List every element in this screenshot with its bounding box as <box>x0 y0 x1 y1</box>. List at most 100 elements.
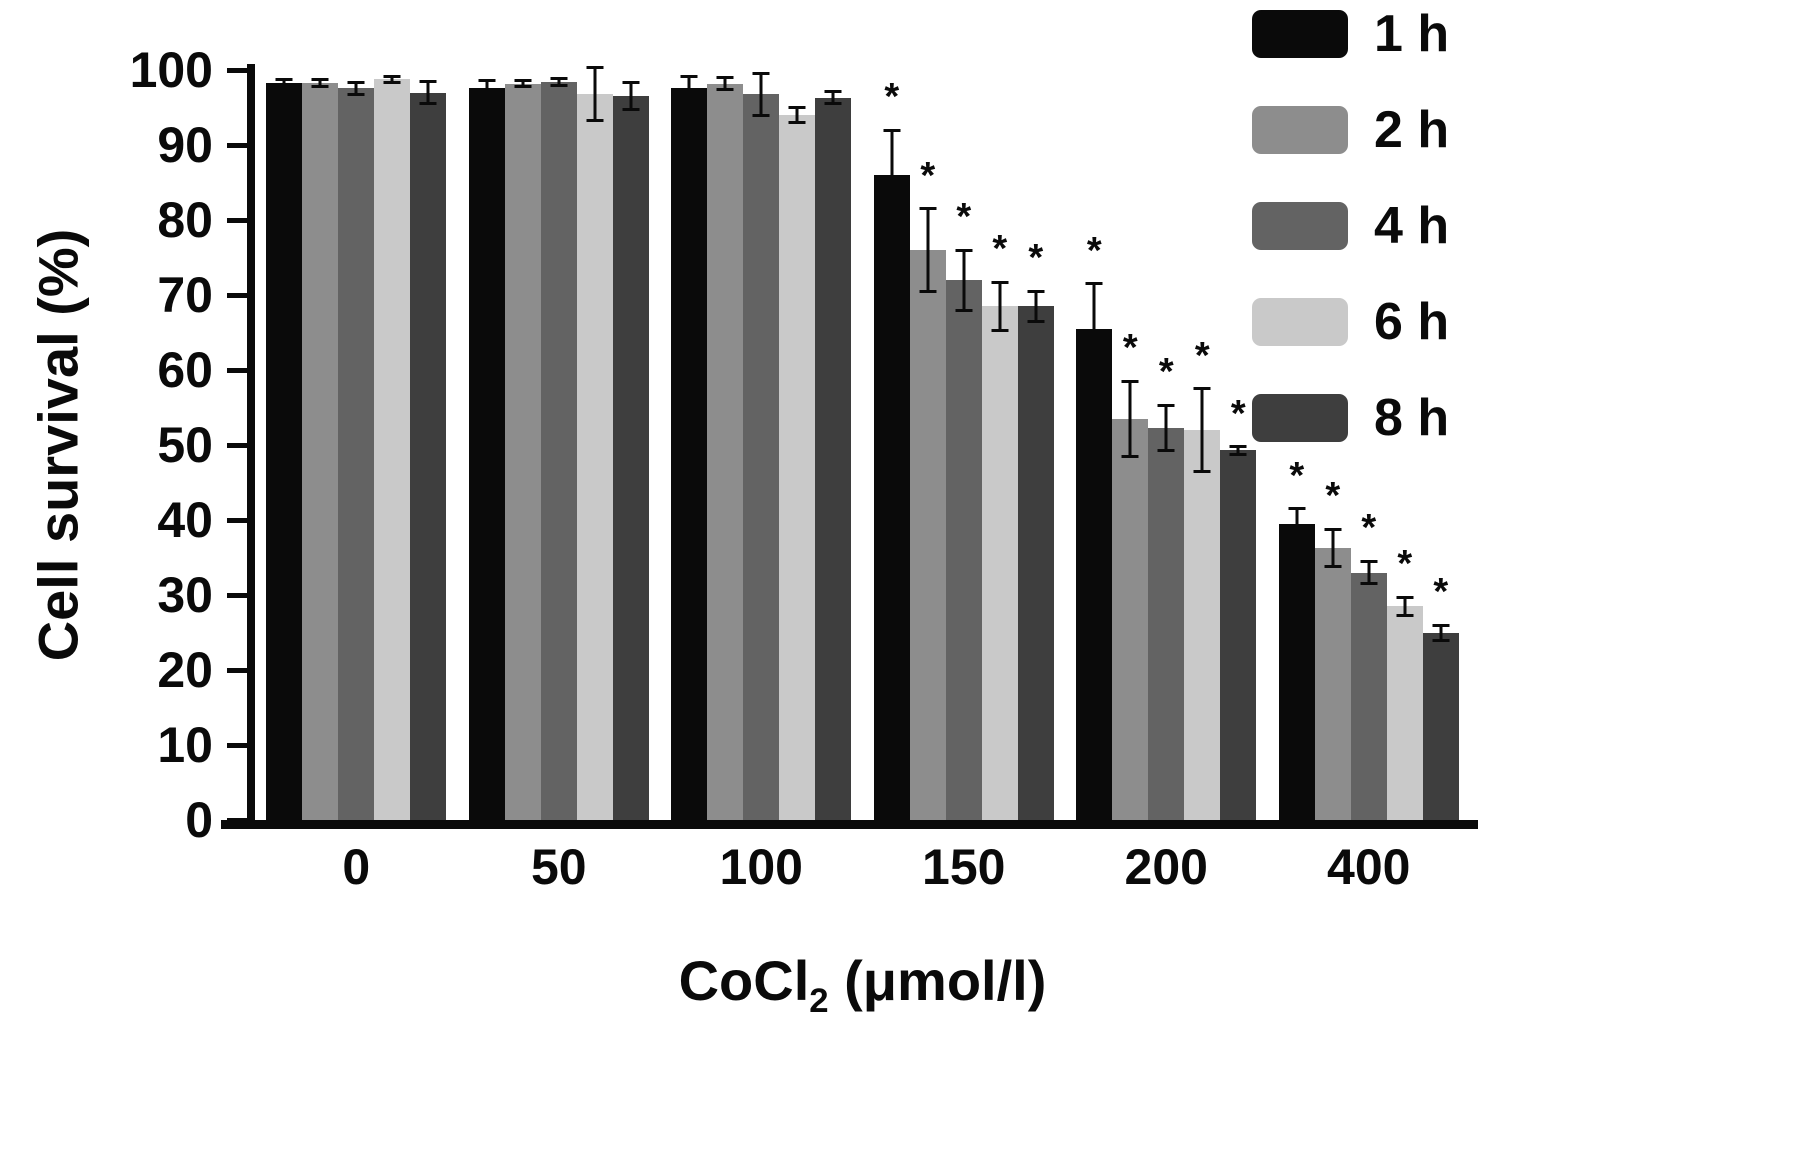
bar-fill <box>707 83 744 820</box>
y-tick-label: 40 <box>157 492 213 548</box>
bar-fill <box>981 306 1018 820</box>
bar: * <box>981 230 1018 820</box>
error-bar <box>831 91 835 104</box>
bar-fill <box>1076 328 1113 820</box>
x-category-label: 200 <box>1124 839 1208 895</box>
error-bar-bottom-cap <box>883 218 901 222</box>
error-bar-bottom-cap <box>991 328 1009 332</box>
error-bar-bottom-cap <box>1288 537 1306 541</box>
bar: * <box>1422 573 1459 820</box>
error-bar <box>593 67 597 121</box>
error-bar-bottom-cap <box>275 85 293 88</box>
error-bar-bottom-cap <box>1193 469 1211 473</box>
error-bar-bottom-cap <box>1324 565 1342 568</box>
error-bar <box>1164 405 1168 451</box>
y-tick-label: 50 <box>157 417 213 473</box>
error-bar-bottom-cap <box>824 102 842 106</box>
error-bar-bottom-cap <box>311 85 329 88</box>
error-bar-bottom-cap <box>514 85 532 88</box>
error-bar-top-cap <box>1027 289 1045 293</box>
error-bar-bottom-cap <box>1396 613 1414 617</box>
error-bar-top-cap <box>550 76 568 80</box>
bar-fill <box>743 94 780 820</box>
bar: * <box>1184 337 1221 820</box>
legend-label: 2 h <box>1374 101 1450 159</box>
error-bar <box>795 107 799 123</box>
bar-fill <box>1220 450 1257 820</box>
y-tick-mark <box>227 667 247 673</box>
error-bar-top-cap <box>955 248 973 252</box>
bar-fill <box>504 83 541 820</box>
y-tick-label: 30 <box>157 567 213 623</box>
error-bar-top-cap <box>1288 507 1306 511</box>
error-bar-bottom-cap <box>586 118 604 122</box>
error-bar <box>1034 291 1038 322</box>
error-bar <box>1128 381 1132 457</box>
bar-fill <box>1184 430 1221 820</box>
x-axis-category-labels: 0 50 100 150 200 400 <box>255 838 1470 896</box>
bar-fill <box>338 88 375 820</box>
error-bar <box>926 208 930 292</box>
error-bar-top-cap <box>1085 282 1103 286</box>
bar-fill <box>540 82 577 820</box>
bar <box>671 75 708 820</box>
bar-groups: * * * * * * * * * * * * * * * <box>255 66 1470 820</box>
bar: * <box>1148 353 1185 820</box>
error-bar-bottom-cap <box>1157 448 1175 452</box>
y-tick-label: 70 <box>157 267 213 323</box>
x-category-label: 0 <box>342 839 371 895</box>
legend-swatch <box>1252 394 1348 442</box>
bar-fill <box>779 115 816 820</box>
error-bar-bottom-cap <box>419 102 437 106</box>
legend-item: 6 h <box>1252 296 1449 348</box>
error-bar-top-cap <box>919 207 937 211</box>
error-bar-top-cap <box>752 71 770 75</box>
bar <box>576 66 613 820</box>
bar <box>815 90 852 820</box>
bar <box>707 76 744 820</box>
bar-group-200: * * * * * <box>1076 70 1257 820</box>
error-bar-bottom-cap <box>1085 372 1103 376</box>
bar-fill <box>1314 547 1351 820</box>
bar-fill <box>1422 632 1459 820</box>
y-tick-mark <box>227 592 247 598</box>
error-bar <box>282 79 286 87</box>
y-tick-label: 90 <box>157 117 213 173</box>
error-bar <box>1092 283 1096 374</box>
significance-marker: * <box>1325 475 1341 517</box>
bar: * <box>909 157 946 820</box>
significance-marker: * <box>1433 571 1449 613</box>
error-bar-top-cap <box>1432 623 1450 627</box>
error-bar-top-cap <box>347 80 365 84</box>
bar-fill <box>1112 418 1149 820</box>
error-bar-top-cap <box>478 79 496 82</box>
error-bar <box>723 77 727 90</box>
bar-fill <box>815 97 852 820</box>
legend-item: 2 h <box>1252 104 1449 156</box>
legend-swatch <box>1252 106 1348 154</box>
bar-fill <box>576 94 613 820</box>
bar: * <box>1076 232 1113 820</box>
error-bar <box>629 82 633 110</box>
x-category-label: 150 <box>922 839 1006 895</box>
error-bar-bottom-cap <box>752 113 770 117</box>
error-bar <box>1439 625 1443 640</box>
bar <box>374 74 411 820</box>
error-bar-bottom-cap <box>680 97 698 101</box>
bar <box>612 81 649 820</box>
bar-fill <box>266 82 303 820</box>
bar-fill <box>1148 427 1185 820</box>
x-category-label: 400 <box>1327 839 1411 895</box>
legend-label: 1 h <box>1374 5 1450 63</box>
y-tick-label: 60 <box>157 342 213 398</box>
plot-area: 0 10 20 30 40 50 60 70 80 90 100 * * * * * * * * * * * * * * * <box>130 42 1478 848</box>
legend: 1 h 2 h 4 h 6 h 8 h <box>1252 8 1449 444</box>
significance-marker: * <box>1028 237 1044 280</box>
y-tick-mark <box>227 817 247 823</box>
error-bar-top-cap <box>788 106 806 109</box>
bar <box>266 77 303 820</box>
bar <box>302 77 339 820</box>
error-bar-top-cap <box>1121 379 1139 383</box>
error-bar <box>521 80 525 87</box>
